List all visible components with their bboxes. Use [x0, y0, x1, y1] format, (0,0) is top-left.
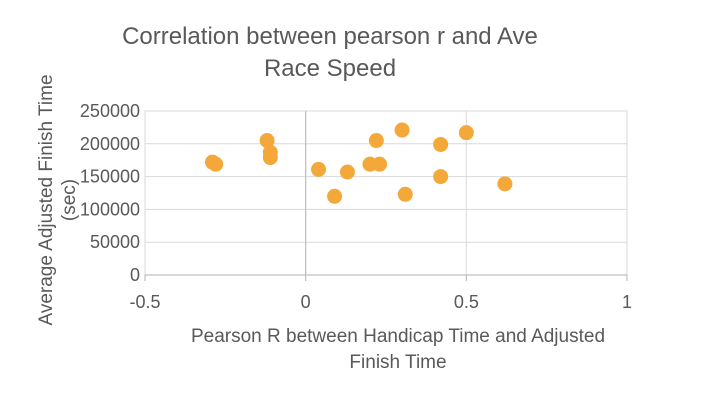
data-point	[259, 133, 275, 149]
data-point	[339, 164, 355, 180]
y-tick-label: 150000	[80, 167, 140, 187]
data-point	[208, 156, 224, 172]
x-tick-label: -0.5	[129, 292, 160, 312]
chart-title-line-2: Race Speed	[264, 55, 396, 82]
y-axis-title: Average Adjusted Finish Time (sec)	[36, 74, 80, 325]
data-point	[262, 150, 278, 166]
y-axis-title-line-1: Average Adjusted Finish Time	[36, 74, 57, 325]
x-tick-label: 0.5	[454, 292, 479, 312]
x-axis-title: Pearson R between Handicap Time and Adju…	[191, 326, 605, 373]
data-point	[368, 133, 384, 149]
data-points	[204, 122, 513, 204]
x-tick-label: 0	[301, 292, 311, 312]
gridlines	[144, 110, 628, 276]
axes	[144, 111, 628, 281]
x-axis-title-line-1: Pearson R between Handicap Time and Adju…	[191, 326, 605, 347]
data-point	[311, 161, 327, 177]
x-tick-label: 1	[622, 292, 632, 312]
y-tick-label: 0	[130, 265, 140, 285]
data-point	[433, 136, 449, 152]
data-point	[433, 169, 449, 185]
data-point	[327, 188, 343, 204]
data-point	[372, 156, 388, 172]
data-point	[458, 125, 474, 141]
y-tick-label: 100000	[80, 199, 140, 219]
x-tick-labels: -0.5 0 0.5 1	[129, 292, 632, 312]
data-point	[394, 122, 410, 138]
y-tick-labels: 0 50000 100000 150000 200000 250000	[80, 101, 140, 285]
x-axis-title-line-2: Finish Time	[349, 352, 446, 373]
y-tick-label: 250000	[80, 101, 140, 121]
data-point	[497, 176, 513, 192]
chart-title: Correlation between pearson r and Ave Ra…	[122, 23, 538, 82]
chart-title-line-1: Correlation between pearson r and Ave	[122, 23, 538, 50]
data-point	[397, 186, 413, 202]
y-tick-label: 200000	[80, 134, 140, 154]
y-tick-label: 50000	[90, 232, 140, 252]
y-axis-title-line-2: (sec)	[59, 179, 80, 221]
